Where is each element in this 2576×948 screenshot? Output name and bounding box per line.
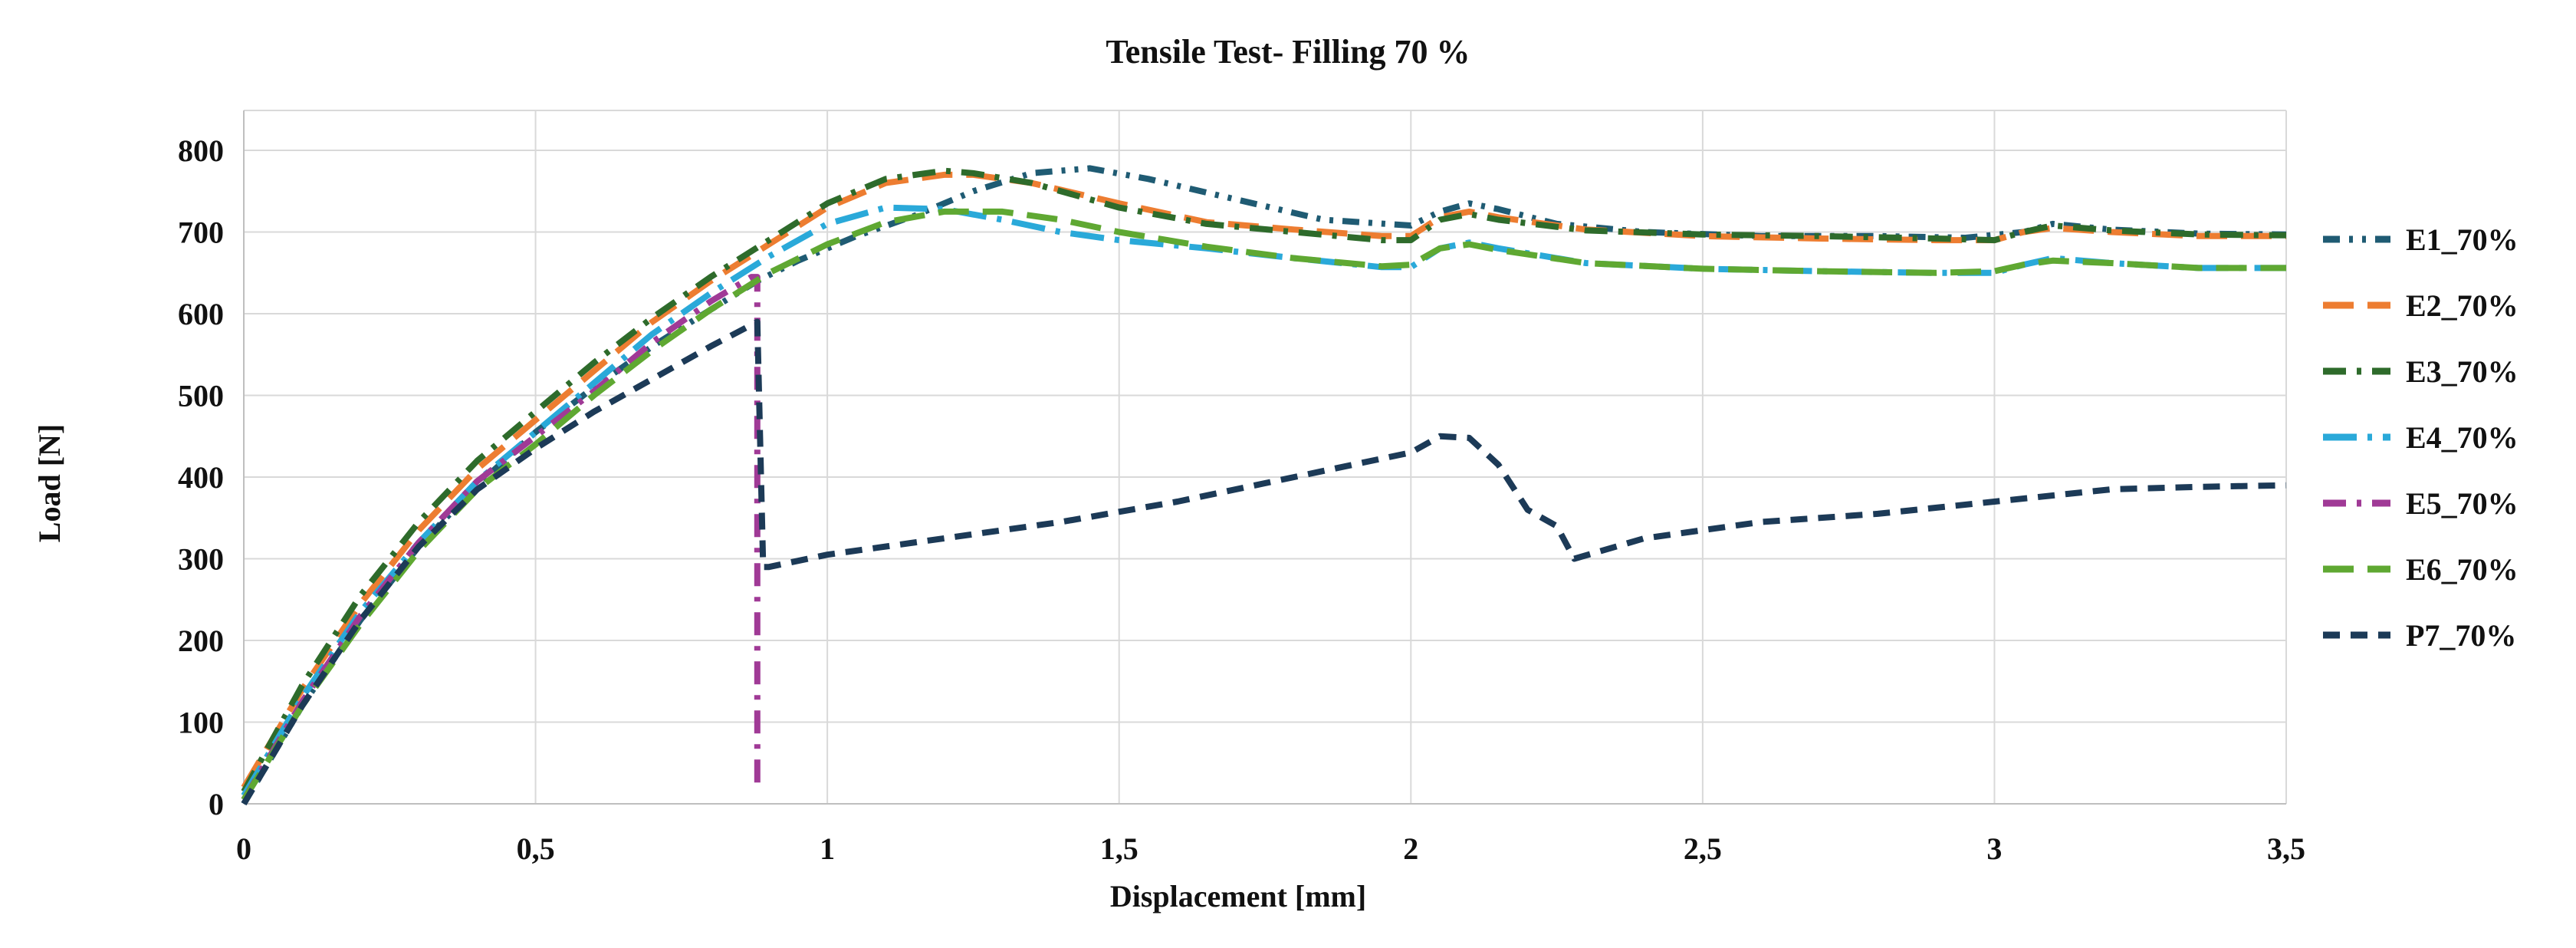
legend-label: E2_70% <box>2406 288 2518 323</box>
series-lines <box>241 165 2287 806</box>
y-tick-label: 500 <box>178 379 224 413</box>
x-tick-label: 0 <box>236 831 251 866</box>
y-tick-label: 0 <box>209 787 224 821</box>
series-line-e6_70pct <box>241 208 2286 802</box>
legend-label: E4_70% <box>2406 420 2518 455</box>
y-tick-label: 400 <box>178 460 224 495</box>
legend: E1_70% E2_70% E3_70% E4_70% E5_70% E6_70% P7_7… <box>2323 222 2518 653</box>
legend-label: E6_70% <box>2406 552 2518 587</box>
axes <box>243 110 2286 805</box>
x-tick-label: 2,5 <box>1684 831 1722 866</box>
tick-labels: 0 100 200 300 400 500 600 700 800 0 0,5 1 1,5 2 2,5 3 3,… <box>178 133 2305 866</box>
series-line-p7_70pct <box>241 318 2287 806</box>
grid-lines <box>244 110 2287 804</box>
series-line-e3_70pct <box>241 167 2287 793</box>
y-tick-label: 300 <box>178 542 224 577</box>
legend-label: E1_70% <box>2406 222 2518 257</box>
x-tick-label: 1 <box>820 831 835 866</box>
y-tick-label: 600 <box>178 297 224 331</box>
legend-label: P7_70% <box>2406 618 2516 653</box>
x-tick-label: 3 <box>1986 831 2002 866</box>
y-tick-label: 800 <box>178 133 224 168</box>
legend-label: E5_70% <box>2406 486 2518 521</box>
series-line-e5_70pct <box>241 274 761 802</box>
x-tick-label: 2 <box>1403 831 1418 866</box>
x-axis-title: Displacement [mm] <box>1110 879 1366 913</box>
series-line-e4_70pct <box>241 204 2286 798</box>
x-tick-label: 1,5 <box>1100 831 1138 866</box>
y-axis-title: Load [N] <box>32 424 67 542</box>
x-tick-label: 0,5 <box>517 831 555 866</box>
legend-label: E3_70% <box>2406 354 2518 389</box>
chart-title: Tensile Test- Filling 70 % <box>1106 33 1470 71</box>
y-tick-label: 200 <box>178 624 224 658</box>
x-tick-label: 3,5 <box>2267 831 2305 866</box>
y-tick-label: 700 <box>178 216 224 250</box>
y-tick-label: 100 <box>178 706 224 740</box>
